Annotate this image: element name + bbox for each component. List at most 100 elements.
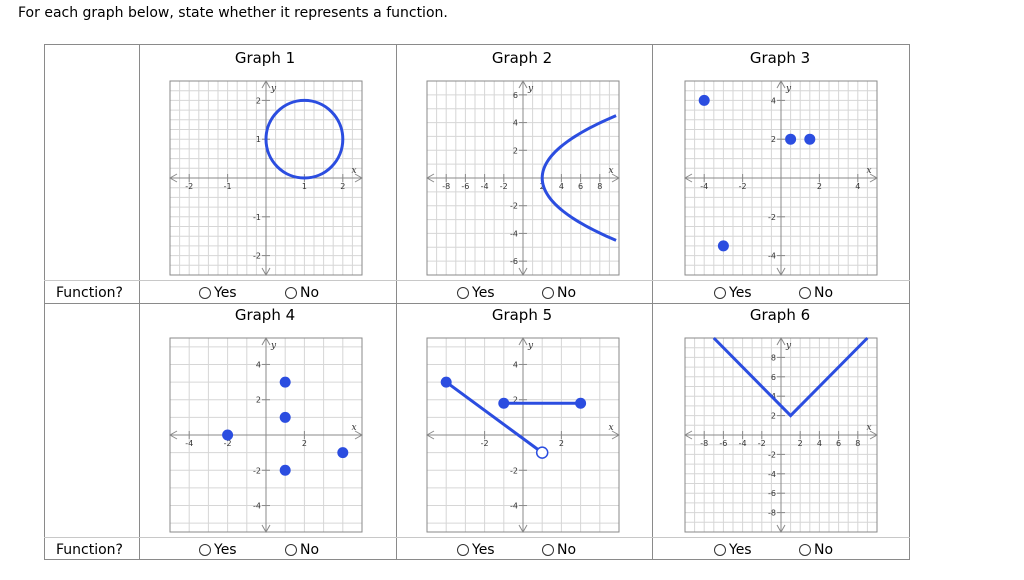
closed-endpoint bbox=[440, 376, 452, 388]
y-axis-arrow bbox=[261, 336, 271, 346]
y-axis-label: y bbox=[785, 341, 792, 351]
instructions-text: For each graph below, state whether it r… bbox=[18, 5, 448, 21]
graph-5-plot: -2 2 -4 -2 2 4 x y bbox=[425, 336, 621, 534]
x-tick-label: -2 bbox=[481, 439, 489, 448]
x-tick-label: 4 bbox=[559, 182, 564, 191]
y-axis-label: y bbox=[270, 341, 277, 351]
graph-1-yes-option[interactable]: Yes bbox=[199, 285, 237, 301]
y-axis-arrow bbox=[261, 524, 271, 534]
x-axis-arrow bbox=[425, 430, 435, 440]
x-tick-label: -6 bbox=[461, 182, 469, 191]
graph-3-title: Graph 3 bbox=[749, 49, 811, 67]
radio-icon[interactable] bbox=[199, 287, 211, 299]
data-point bbox=[222, 429, 234, 441]
y-tick-label: -8 bbox=[768, 509, 776, 518]
graph-5: -2 2 -4 -2 2 4 x y bbox=[425, 336, 621, 534]
data-point bbox=[279, 376, 291, 388]
x-tick-label: 1 bbox=[302, 182, 307, 191]
x-tick-label: 2 bbox=[817, 182, 822, 191]
y-tick-label: 6 bbox=[513, 91, 518, 100]
y-axis-label: y bbox=[785, 84, 792, 94]
x-tick-label: -4 bbox=[700, 182, 708, 191]
y-tick-label: -2 bbox=[510, 202, 518, 211]
y-tick-label: -2 bbox=[768, 213, 776, 222]
data-point bbox=[279, 411, 291, 423]
x-axis-label: x bbox=[866, 423, 871, 433]
graph-5-yes-option[interactable]: Yes bbox=[457, 542, 495, 558]
y-axis-arrow bbox=[776, 267, 786, 277]
y-tick-label: 2 bbox=[256, 396, 261, 405]
graph-4-yes-option[interactable]: Yes bbox=[199, 542, 237, 558]
radio-icon[interactable] bbox=[799, 544, 811, 556]
graph-6-title: Graph 6 bbox=[749, 306, 811, 324]
y-tick-label: -4 bbox=[510, 502, 518, 511]
function-row-label-1: Function? bbox=[56, 285, 123, 301]
y-tick-label: -4 bbox=[253, 502, 261, 511]
closed-endpoint bbox=[498, 397, 510, 409]
data-point bbox=[337, 447, 349, 459]
y-tick-label: 2 bbox=[513, 396, 518, 405]
y-tick-label: 4 bbox=[771, 96, 776, 105]
x-axis-label: x bbox=[608, 423, 613, 433]
x-axis-arrow bbox=[869, 430, 879, 440]
y-tick-label: -4 bbox=[768, 252, 776, 261]
graph-4-title: Graph 4 bbox=[234, 306, 296, 324]
y-tick-label: 4 bbox=[513, 119, 518, 128]
graph-5-no-option[interactable]: No bbox=[542, 542, 576, 558]
x-tick-label: -2 bbox=[739, 182, 747, 191]
y-axis-label: y bbox=[527, 84, 534, 94]
radio-icon[interactable] bbox=[799, 287, 811, 299]
graph-3-no-option[interactable]: No bbox=[799, 285, 833, 301]
graph-2: -8 -6 -4 -2 2 4 6 8 -6 -4 -2 2 4 6 x y bbox=[425, 79, 621, 277]
circle-curve bbox=[264, 98, 345, 180]
x-tick-label: 2 bbox=[302, 439, 307, 448]
x-tick-label: -2 bbox=[500, 182, 508, 191]
x-axis-arrow bbox=[168, 430, 178, 440]
radio-icon[interactable] bbox=[285, 287, 297, 299]
x-tick-label: -2 bbox=[758, 439, 766, 448]
x-axis-arrow bbox=[611, 430, 621, 440]
x-axis-arrow bbox=[168, 173, 178, 183]
data-point bbox=[717, 240, 729, 252]
x-tick-label: -4 bbox=[739, 439, 747, 448]
radio-icon[interactable] bbox=[199, 544, 211, 556]
radio-icon[interactable] bbox=[457, 544, 469, 556]
x-tick-label: -8 bbox=[442, 182, 450, 191]
y-tick-label: 2 bbox=[771, 412, 776, 421]
x-axis-arrow bbox=[683, 173, 693, 183]
y-tick-label: 8 bbox=[771, 353, 776, 362]
y-tick-label: 4 bbox=[513, 360, 518, 369]
radio-icon[interactable] bbox=[714, 544, 726, 556]
x-axis-arrow bbox=[354, 430, 364, 440]
function-row-label-2: Function? bbox=[56, 542, 123, 558]
x-axis-arrow bbox=[354, 173, 364, 183]
graph-3-yes-option[interactable]: Yes bbox=[714, 285, 752, 301]
graph-6-no-option[interactable]: No bbox=[799, 542, 833, 558]
y-axis-label: y bbox=[527, 341, 534, 351]
y-tick-label: 2 bbox=[771, 135, 776, 144]
x-axis-label: x bbox=[608, 166, 613, 176]
parabola-curve bbox=[540, 114, 617, 242]
graph-2-no-option[interactable]: No bbox=[542, 285, 576, 301]
line-segment bbox=[445, 380, 544, 454]
radio-icon[interactable] bbox=[542, 544, 554, 556]
graph-4-no-option[interactable]: No bbox=[285, 542, 319, 558]
y-tick-label: -6 bbox=[510, 257, 518, 266]
radio-icon[interactable] bbox=[714, 287, 726, 299]
x-tick-label: 2 bbox=[340, 182, 345, 191]
graph-6-yes-option[interactable]: Yes bbox=[714, 542, 752, 558]
x-tick-label: -2 bbox=[185, 182, 193, 191]
y-axis-arrow bbox=[776, 524, 786, 534]
graph-1-no-option[interactable]: No bbox=[285, 285, 319, 301]
radio-icon[interactable] bbox=[457, 287, 469, 299]
x-tick-label: 6 bbox=[578, 182, 583, 191]
graph-4: -4 -2 2 -4 -2 2 4 x y bbox=[168, 336, 364, 534]
radio-icon[interactable] bbox=[285, 544, 297, 556]
radio-icon[interactable] bbox=[542, 287, 554, 299]
graph-2-yes-option[interactable]: Yes bbox=[457, 285, 495, 301]
x-tick-label: -8 bbox=[700, 439, 708, 448]
data-point bbox=[279, 464, 291, 476]
y-axis-arrow bbox=[518, 524, 528, 534]
